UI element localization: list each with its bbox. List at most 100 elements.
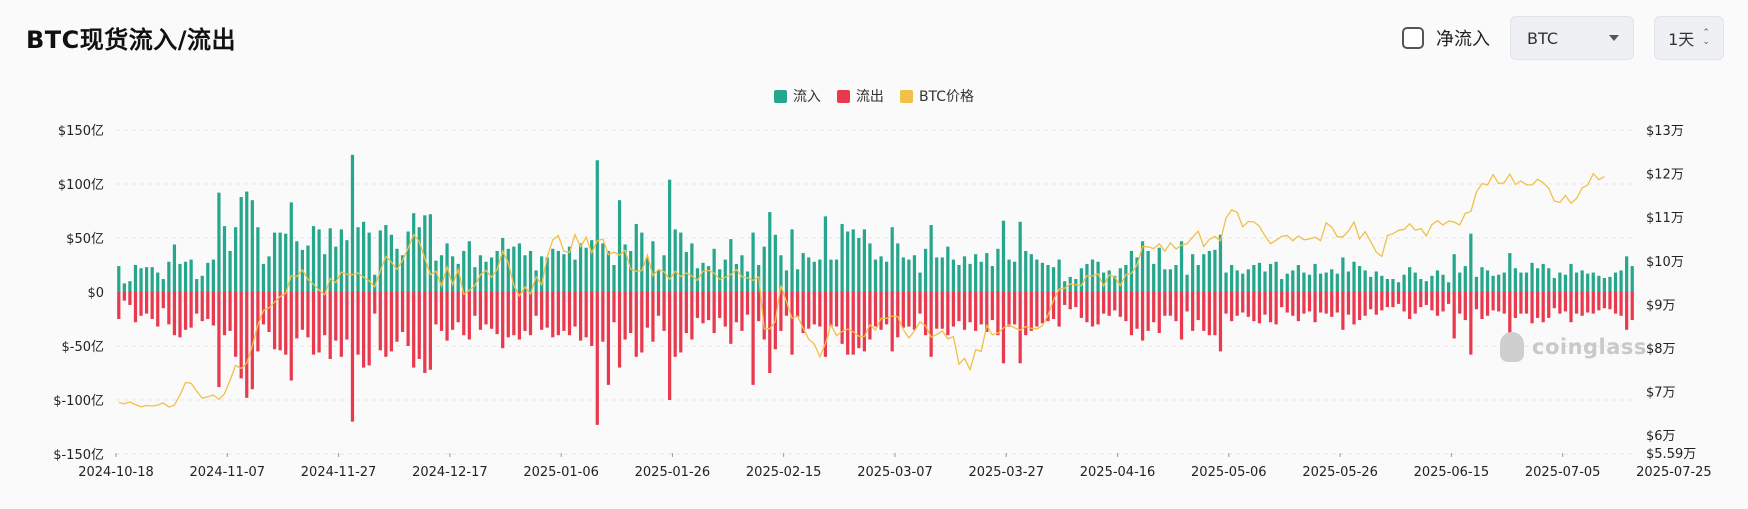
right-axis-tick-label: $8万 [1646, 342, 1676, 357]
inflow-bar [879, 256, 883, 292]
outflow-bar [1441, 292, 1445, 312]
watermark: coinglass [1500, 332, 1647, 362]
outflow-bar [996, 292, 1000, 336]
legend-item-outflow[interactable]: 流出 [836, 86, 884, 106]
inflow-bar [512, 246, 516, 292]
outflow-bar [350, 292, 355, 422]
outflow-bar [1319, 292, 1323, 313]
inflow-bar [417, 227, 421, 292]
inflow-bar [1430, 275, 1434, 292]
inflow-bar [912, 255, 917, 292]
outflow-bar [907, 292, 911, 327]
outflow-bar [951, 292, 956, 327]
outflow-bar [1079, 292, 1083, 318]
outflow-bar [1452, 292, 1456, 339]
watermark-text: coinglass [1532, 335, 1647, 359]
inflow-bar [1558, 272, 1562, 292]
inflow-bar [1224, 272, 1228, 292]
outflow-bar [1552, 292, 1556, 309]
inflow-bar [1024, 250, 1028, 292]
outflow-bar [729, 292, 733, 344]
outflow-bar [412, 292, 416, 368]
inflow-bar [718, 269, 722, 292]
inflow-bar [289, 202, 293, 292]
outflow-bar [295, 292, 299, 339]
inflow-bar [328, 228, 332, 292]
outflow-bar [1352, 292, 1356, 325]
outflow-bar [1591, 292, 1595, 314]
outflow-bar [495, 292, 499, 335]
outflow-bar [1291, 292, 1295, 316]
inflow-bar [1118, 268, 1122, 292]
outflow-bar [545, 292, 549, 328]
outflow-bar [484, 292, 488, 325]
outflow-bar [1207, 292, 1211, 336]
outflow-bar [128, 292, 132, 305]
outflow-bar [940, 292, 944, 329]
inflow-bar [606, 250, 611, 292]
outflow-bar [629, 292, 633, 334]
inflow-bar [406, 231, 410, 292]
outflow-bar [1369, 292, 1373, 310]
inflow-bar [1580, 270, 1584, 292]
outflow-bar [634, 292, 638, 357]
inflow-bar [851, 229, 855, 292]
outflow-bar [712, 292, 716, 334]
x-axis-tick-label: 2025-07-25 [1636, 465, 1712, 480]
outflow-bar [378, 292, 382, 351]
left-axis-tick-label: $150亿 [58, 124, 104, 139]
inflow-bar [239, 196, 243, 292]
legend-item-btc-price[interactable]: BTC价格 [899, 86, 974, 106]
outflow-bar [501, 292, 505, 349]
inflow-bar [540, 256, 544, 292]
outflow-bar [1536, 292, 1540, 318]
inflow-bar [345, 240, 349, 292]
outflow-bar [1140, 292, 1145, 341]
outflow-bar [1608, 292, 1612, 310]
outflow-bar [1330, 292, 1334, 317]
inflow-bar [373, 274, 377, 292]
x-axis-tick-label: 2024-11-27 [301, 465, 377, 480]
inflow-bar [1246, 269, 1250, 292]
inflow-bar [1001, 220, 1006, 292]
inflow-bar [384, 225, 388, 292]
interval-select[interactable]: 1天 ⌃ ⌄ [1654, 16, 1724, 60]
inflow-bar [1113, 275, 1117, 292]
inflow-bar [1096, 261, 1100, 292]
outflow-bar [734, 292, 739, 323]
outflow-bar [823, 292, 828, 357]
outflow-bar [929, 292, 933, 357]
outflow-bar [395, 292, 399, 342]
inflow-bar [122, 283, 126, 292]
inflow-bar [751, 232, 755, 292]
inflow-bar [156, 272, 160, 292]
net-inflow-checkbox[interactable] [1402, 27, 1424, 49]
inflow-bar [801, 253, 805, 292]
outflow-bar [851, 292, 855, 355]
inflow-bar [1163, 269, 1167, 292]
net-inflow-toggle[interactable]: 净流入 [1402, 25, 1490, 51]
inflow-bar [1135, 257, 1139, 292]
inflow-bar [723, 259, 727, 292]
inflow-bar [629, 250, 633, 292]
inflow-bar [840, 223, 844, 292]
inflow-bar [495, 250, 499, 292]
outflow-bar [1280, 292, 1284, 308]
legend-item-inflow[interactable]: 流入 [773, 86, 821, 106]
outflow-bar [935, 292, 939, 329]
outflow-bar [1396, 292, 1401, 304]
outflow-bar [1508, 292, 1512, 334]
outflow-bar [790, 292, 794, 355]
inflow-bar [211, 259, 215, 292]
outflow-bar [367, 292, 371, 366]
outflow-bar [1346, 292, 1351, 315]
inflow-bar [1563, 274, 1568, 292]
outflow-bar [1357, 292, 1362, 321]
inflow-bar [601, 243, 605, 292]
inflow-bar [1051, 267, 1056, 292]
outflow-bar [1157, 292, 1161, 334]
asset-select[interactable]: BTC [1510, 16, 1634, 60]
x-axis-tick-label: 2024-10-18 [78, 465, 154, 480]
outflow-bar [751, 292, 755, 385]
